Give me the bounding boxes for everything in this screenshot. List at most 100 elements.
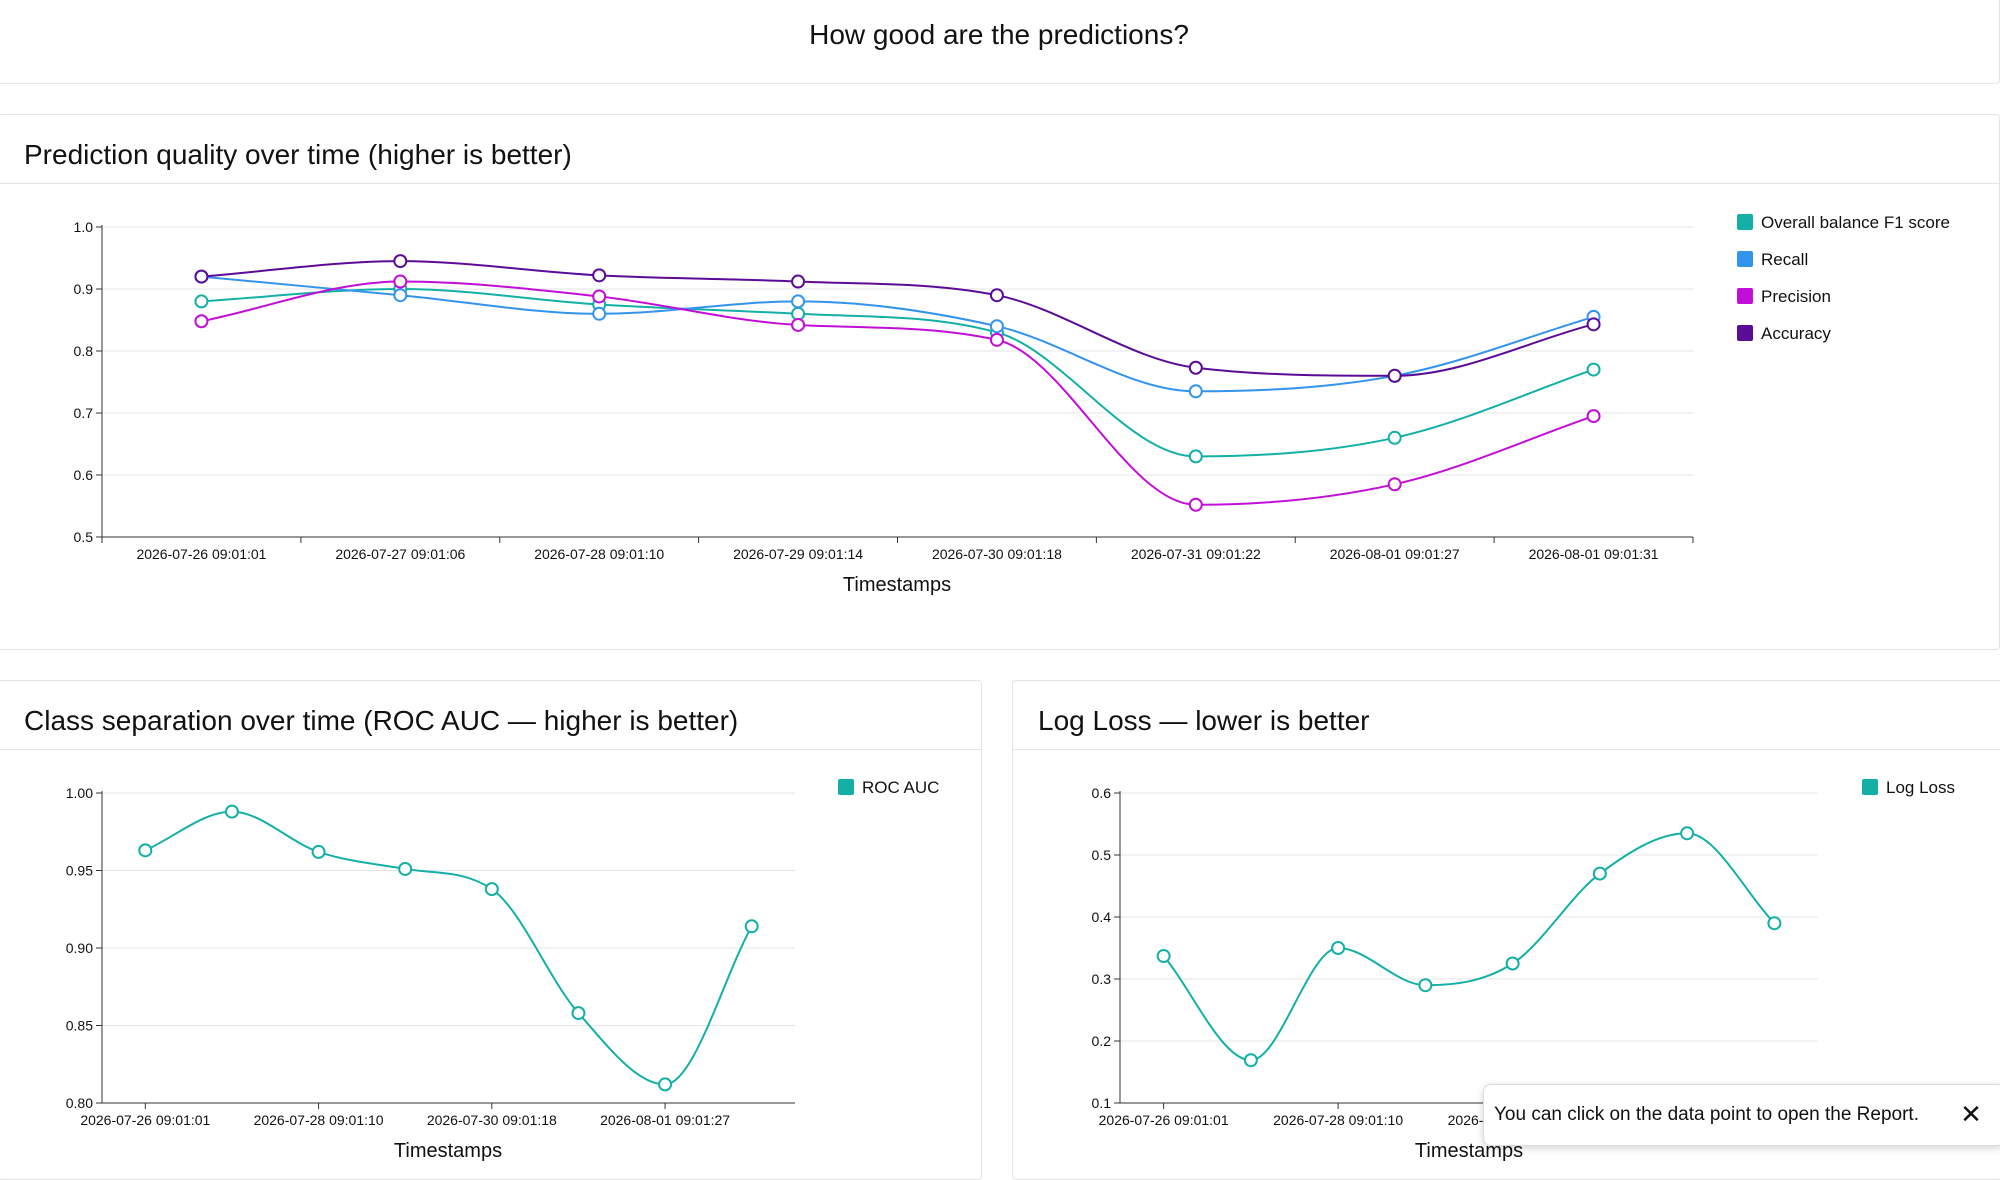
x-tick-label: 2026-08-01 09:01:27 [1330,546,1460,562]
panel-divider [0,183,1999,184]
data-point [1505,956,1520,971]
data-point [393,274,408,289]
series-line [201,287,1594,458]
close-icon[interactable]: ✕ [1960,1099,1982,1129]
data-point [592,306,607,321]
data-point [1586,409,1601,424]
panel-title: Class separation over time (ROC AUC — hi… [24,705,739,736]
series-line [1162,832,1776,1062]
panel-divider [1013,749,2000,750]
data-point [393,254,408,269]
y-tick-label: 0.1 [1092,1095,1112,1111]
x-tick-label: 2026-07-29 09:01:14 [733,546,863,562]
legend-swatch [838,779,854,795]
legend-label: Accuracy [1761,324,1831,343]
data-point [138,843,153,858]
panel-divider [0,749,981,750]
y-tick-label: 0.8 [74,343,94,359]
toast-message: You can click on the data point to open … [1494,1104,1919,1125]
x-tick-label: 2026-07-30 09:01:18 [932,546,1062,562]
data-point [393,288,408,303]
data-point [224,804,239,819]
legend-label: Log Loss [1886,778,1955,797]
x-tick-label: 2026-08-01 09:01:27 [600,1112,730,1128]
data-point [791,294,806,309]
y-tick-label: 0.3 [1092,971,1112,987]
y-tick-label: 0.6 [74,467,94,483]
data-point [194,294,209,309]
y-tick-label: 0.9 [74,281,94,297]
data-point [1767,916,1782,931]
info-toast: You can click on the data point to open … [1483,1084,2000,1146]
roc-auc-chart: 0.80 0.85 0.90 0.95 1.00 2026-07-26 09:01:01 2… [66,778,940,1162]
panel-title: Prediction quality over time (higher is … [24,139,572,170]
data-point [592,289,607,304]
y-tick-label: 0.2 [1092,1033,1112,1049]
x-tick-label: 2026-07-28 09:01:10 [534,546,664,562]
legend-label: Recall [1761,250,1808,269]
x-tick-label: 2026-07-27 09:01:06 [335,546,465,562]
data-point [398,861,413,876]
data-point [1387,430,1402,445]
legend-swatch [1737,325,1753,341]
page-title: How good are the predictions? [809,19,1189,50]
x-tick-label: 2026-07-31 09:01:22 [1131,546,1261,562]
x-axis-label: Timestamps [394,1140,502,1162]
x-tick-label: 2026-07-28 09:01:10 [1273,1112,1403,1128]
legend-label: Overall balance F1 score [1761,213,1950,232]
legend-swatch [1737,251,1753,267]
y-tick-label: 0.95 [66,863,93,879]
data-point [1331,941,1346,955]
data-point [1188,360,1203,375]
y-tick-label: 0.6 [1092,785,1112,801]
data-point [658,1077,673,1092]
series-line [201,260,1594,377]
x-axis-label: Timestamps [843,574,951,596]
y-tick-label: 0.4 [1092,909,1112,925]
y-tick-label: 1.0 [74,219,94,235]
data-point [1586,362,1601,377]
data-point [1156,949,1171,964]
legend-swatch [1862,779,1878,795]
legend-label: Precision [1761,287,1831,306]
data-point [484,882,499,897]
data-point [571,1006,586,1021]
data-point [1387,477,1402,492]
data-point [1592,866,1607,881]
data-point [1188,497,1203,512]
data-point [791,317,806,332]
x-tick-label: 2026-07-30 09:01:18 [427,1112,557,1128]
panel-title: Log Loss — lower is better [1038,705,1370,736]
header-panel: How good are the predictions? [0,0,2000,84]
x-tick-label: 2026-07-28 09:01:10 [254,1112,384,1128]
x-tick-label: 2026-07-26 09:01:01 [1099,1112,1229,1128]
y-tick-label: 0.5 [74,529,94,545]
data-point [592,268,607,283]
data-point [1243,1053,1258,1068]
y-tick-label: 0.90 [66,940,93,956]
x-tick-label: 2026-07-26 09:01:01 [80,1112,210,1128]
data-point [791,274,806,289]
prediction-quality-chart: 0.5 0.6 0.7 0.8 0.9 1.0 2026-07-26 09:01:01 202… [74,213,1950,596]
y-tick-label: 0.80 [66,1095,93,1111]
data-point [744,919,759,934]
prediction-quality-panel: Prediction quality over time (higher is … [0,114,2000,650]
series-line [201,275,1594,393]
data-point [194,269,209,284]
data-point [1586,317,1601,332]
data-point [194,314,209,329]
data-point [1418,978,1433,993]
legend-swatch [1737,214,1753,230]
data-point [1387,368,1402,383]
y-tick-label: 1.00 [66,785,93,801]
series-line [201,280,1594,506]
y-tick-label: 0.85 [66,1018,93,1034]
legend-swatch [1737,288,1753,304]
data-point [989,319,1004,334]
roc-auc-panel: Class separation over time (ROC AUC — hi… [0,680,982,1180]
legend-label: ROC AUC [862,778,939,797]
x-tick-label: 2026-07-26 09:01:01 [136,546,266,562]
data-point [989,288,1004,303]
x-tick-label: 2026-08-01 09:01:31 [1529,546,1659,562]
